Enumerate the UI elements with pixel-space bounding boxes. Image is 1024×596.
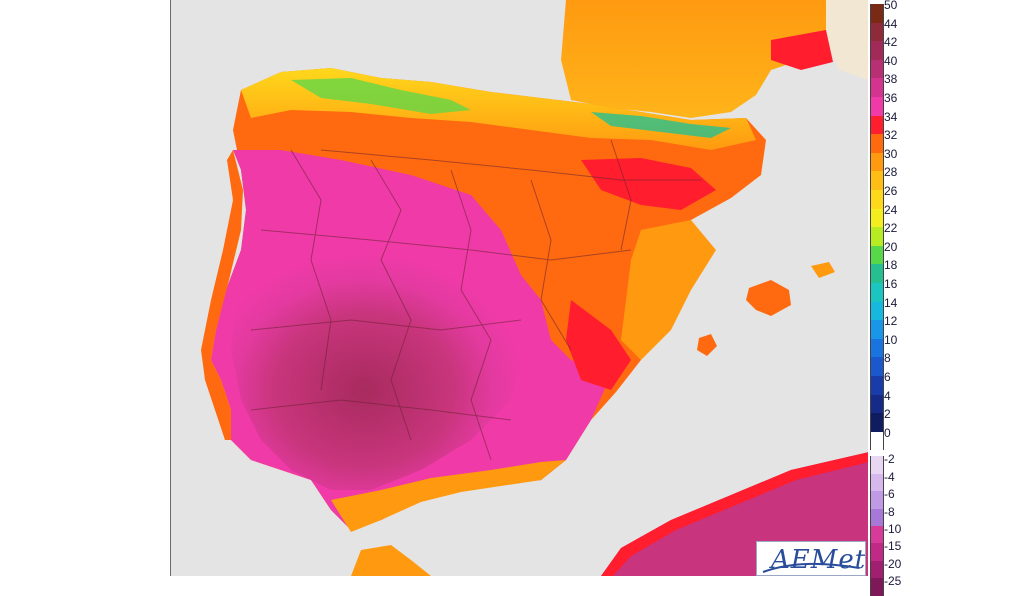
levante-hot-strip: [566, 300, 631, 390]
province-boundaries: [250, 139, 701, 461]
legend-swatch: [870, 134, 884, 153]
legend-swatch: [870, 264, 884, 283]
legend-swatch-negative: [870, 526, 884, 544]
legend-label: 24: [884, 202, 898, 217]
legend-label: 14: [884, 295, 898, 310]
legend-label-negative: -25: [884, 574, 902, 589]
legend-label: 10: [884, 332, 898, 347]
legend-label: 8: [884, 351, 891, 366]
legend-label: 0: [884, 425, 891, 440]
france-region: [561, 0, 831, 118]
legend-swatch: [870, 357, 884, 376]
legend-swatch: [870, 320, 884, 339]
legend-label: 16: [884, 277, 898, 291]
temperature-map: [170, 0, 868, 576]
legend-label: 38: [884, 72, 898, 87]
legend-label: 2: [884, 407, 891, 422]
legend-swatch: [870, 190, 884, 209]
legend-swatch-negative: [870, 491, 884, 509]
legend-swatch-negative: [870, 473, 884, 492]
legend-label: 44: [884, 16, 898, 31]
logo-text: AEMet: [771, 545, 866, 575]
legend-swatch: [870, 171, 884, 190]
atlantic-corner: [826, 0, 868, 80]
legend-label-negative: -2: [884, 452, 895, 467]
legend-swatch-negative: [870, 508, 884, 526]
logo-swoosh-icon: [762, 562, 860, 573]
legend-label: 28: [884, 165, 898, 180]
legend-swatch-negative: [870, 560, 884, 579]
legend-label-negative: -6: [884, 487, 895, 502]
legend-swatch-negative: [870, 456, 884, 474]
legend-swatch: [870, 41, 884, 60]
legend-label-negative: -8: [884, 504, 895, 519]
legend-swatch: [870, 413, 884, 432]
legend-swatch: [870, 301, 884, 321]
legend-swatch: [870, 97, 884, 116]
pyrenees-cool-zone: [591, 112, 731, 138]
mallorca: [746, 280, 791, 316]
legend-label: 12: [884, 314, 898, 329]
legend-swatch: [870, 376, 884, 395]
aemet-logo: AEMet: [756, 541, 866, 576]
left-margin: [0, 0, 170, 576]
legend-swatch-negative: [870, 543, 884, 561]
legend-label-negative: -10: [884, 522, 902, 536]
legend-swatch: [870, 338, 884, 358]
legend-label: 20: [884, 239, 898, 254]
legend-swatch: [870, 152, 884, 172]
south-coast: [331, 460, 566, 532]
legend-label: 32: [884, 128, 898, 143]
legend-swatch-negative: [870, 578, 884, 596]
levante-zone: [621, 220, 716, 360]
north-africa-coast: [601, 452, 868, 576]
legend-label: 22: [884, 221, 898, 236]
legend-label: 6: [884, 370, 891, 384]
legend-label-negative: -4: [884, 469, 895, 484]
legend-label-negative: -20: [884, 556, 902, 571]
legend-swatch: [870, 115, 884, 135]
legend-label: 18: [884, 258, 898, 273]
menorca: [811, 262, 835, 278]
north-africa: [351, 545, 431, 576]
legend-swatch: [870, 208, 884, 228]
legend-label: 36: [884, 91, 898, 105]
legend-swatch: [870, 431, 884, 451]
legend-label: 30: [884, 146, 898, 161]
legend-label: 4: [884, 388, 891, 403]
france-hot-strip: [771, 30, 833, 70]
ebro-valley: [581, 158, 716, 210]
legend-swatch: [870, 283, 884, 302]
legend-label: 34: [884, 109, 898, 124]
legend-label: 50: [884, 0, 898, 12]
legend-swatch: [870, 227, 884, 246]
temperature-legend: 50 44 42 40 38 36 34 32 30 28 26 24 22 20 18 16 14 12 10 8 6…: [870, 0, 901, 596]
ibiza: [697, 334, 717, 356]
legend-swatch: [870, 22, 884, 42]
legend-swatch: [870, 59, 884, 79]
legend-swatch: [870, 78, 884, 97]
legend-label: 40: [884, 53, 898, 68]
legend-label: 42: [884, 35, 898, 50]
legend-swatch: [870, 4, 884, 23]
legend-label: 26: [884, 184, 898, 198]
legend-swatch: [870, 245, 884, 265]
right-margin: [896, 0, 1024, 576]
legend-swatch: [870, 394, 884, 414]
legend-label-negative: -15: [884, 539, 902, 554]
atlantic-coastal-rim: [201, 150, 243, 440]
mountain-cool-zone: [291, 78, 471, 114]
interior-core: [231, 240, 526, 490]
